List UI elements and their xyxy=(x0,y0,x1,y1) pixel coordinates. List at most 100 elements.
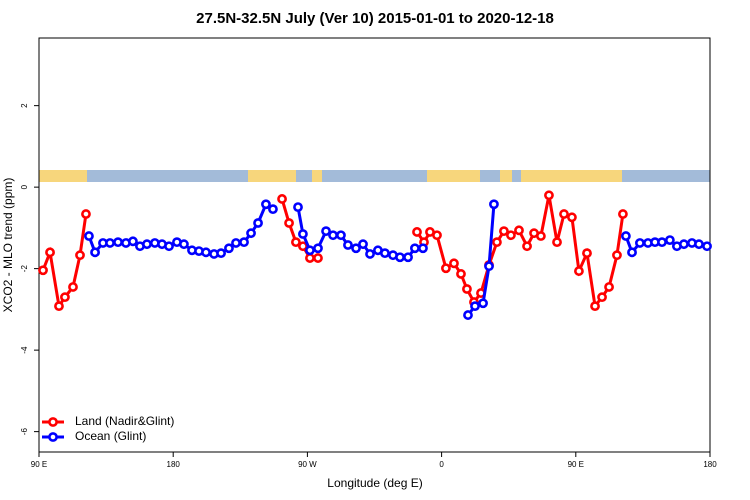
data-point xyxy=(590,301,600,312)
y-axis-label: XCO2 - MLO trend (ppm) xyxy=(1,178,15,313)
y-tick-label: 2 xyxy=(20,103,29,108)
x-tick-label: 180 xyxy=(167,460,181,469)
data-point xyxy=(618,209,628,219)
y-tick-label: -2 xyxy=(20,265,29,273)
data-point xyxy=(113,237,123,248)
data-point xyxy=(456,269,466,279)
data-point xyxy=(657,237,667,248)
data-point xyxy=(343,240,353,250)
data-point xyxy=(522,241,532,252)
x-tick-label: 90 E xyxy=(31,460,47,469)
data-point xyxy=(84,231,94,241)
data-point xyxy=(293,202,303,213)
data-point xyxy=(224,243,234,254)
data-point xyxy=(277,194,287,204)
land-strip xyxy=(427,170,480,182)
y-tick-label: -6 xyxy=(20,428,29,436)
data-point xyxy=(268,204,278,215)
data-point xyxy=(679,239,689,250)
data-point xyxy=(298,241,308,252)
legend-label: Ocean (Glint) xyxy=(75,429,146,443)
data-point xyxy=(45,247,55,258)
data-point xyxy=(484,261,494,272)
data-point xyxy=(410,243,420,254)
data-point xyxy=(478,298,488,309)
data-point xyxy=(351,243,361,254)
data-point xyxy=(253,218,263,228)
data-point xyxy=(81,209,91,219)
y-tick-label: -4 xyxy=(20,346,29,354)
data-point xyxy=(298,229,308,239)
data-point xyxy=(231,238,241,248)
data-point xyxy=(358,239,368,250)
data-point xyxy=(261,199,271,210)
legend-marker xyxy=(48,432,58,442)
x-tick-label: 0 xyxy=(439,460,444,469)
data-point xyxy=(128,236,138,247)
data-point xyxy=(544,190,554,201)
data-point xyxy=(305,253,315,263)
data-point xyxy=(328,230,338,241)
data-point xyxy=(627,247,637,258)
data-point xyxy=(514,225,524,236)
data-point xyxy=(239,237,249,248)
legend-label: Land (Nadir&Glint) xyxy=(75,414,174,428)
land-strip xyxy=(500,170,512,182)
data-point xyxy=(313,253,323,263)
data-point xyxy=(68,282,78,292)
data-point xyxy=(105,238,115,248)
x-tick-label: 180 xyxy=(703,460,717,469)
land-ocean-strip xyxy=(39,170,710,182)
data-point xyxy=(432,230,442,241)
data-point xyxy=(694,239,704,250)
land-strip xyxy=(521,170,622,182)
data-point xyxy=(142,239,152,250)
data-point xyxy=(635,238,645,248)
data-point xyxy=(365,249,375,259)
data-point xyxy=(499,226,509,237)
data-point xyxy=(470,301,480,312)
data-point xyxy=(462,284,472,294)
data-point xyxy=(489,199,499,210)
data-point xyxy=(559,209,569,219)
data-point xyxy=(536,231,546,241)
data-point xyxy=(321,226,331,237)
data-point xyxy=(164,241,174,252)
land-strip xyxy=(312,170,322,182)
x-tick-label: 90 W xyxy=(298,460,317,469)
data-point xyxy=(291,237,301,248)
series-line xyxy=(41,194,625,311)
data-point xyxy=(336,230,346,241)
data-point xyxy=(60,292,70,303)
data-point xyxy=(582,248,592,259)
land-strip xyxy=(39,170,87,182)
chart-title: 27.5N-32.5N July (Ver 10) 2015-01-01 to … xyxy=(196,10,554,27)
data-point xyxy=(412,227,422,237)
land-strip xyxy=(248,170,296,182)
data-point xyxy=(38,265,48,276)
data-point xyxy=(90,247,100,258)
data-point xyxy=(246,228,256,239)
data-point xyxy=(604,282,614,292)
data-point xyxy=(574,266,584,276)
data-point xyxy=(702,241,712,252)
data-point xyxy=(179,239,189,250)
data-point xyxy=(54,301,64,312)
data-point xyxy=(664,235,675,246)
data-point xyxy=(621,231,631,241)
data-point xyxy=(284,218,294,228)
data-point xyxy=(567,212,577,223)
data-point xyxy=(463,310,473,320)
data-point xyxy=(418,243,428,254)
y-tick-label: 0 xyxy=(20,184,29,189)
x-axis-label: Longitude (deg E) xyxy=(327,476,422,490)
data-point xyxy=(492,237,502,248)
x-tick-label: 90 E xyxy=(568,460,584,469)
data-point xyxy=(313,243,323,254)
data-point xyxy=(449,258,459,269)
data-point xyxy=(403,252,413,263)
data-point xyxy=(305,245,315,256)
legend-marker xyxy=(48,417,58,427)
data-point xyxy=(441,263,451,274)
